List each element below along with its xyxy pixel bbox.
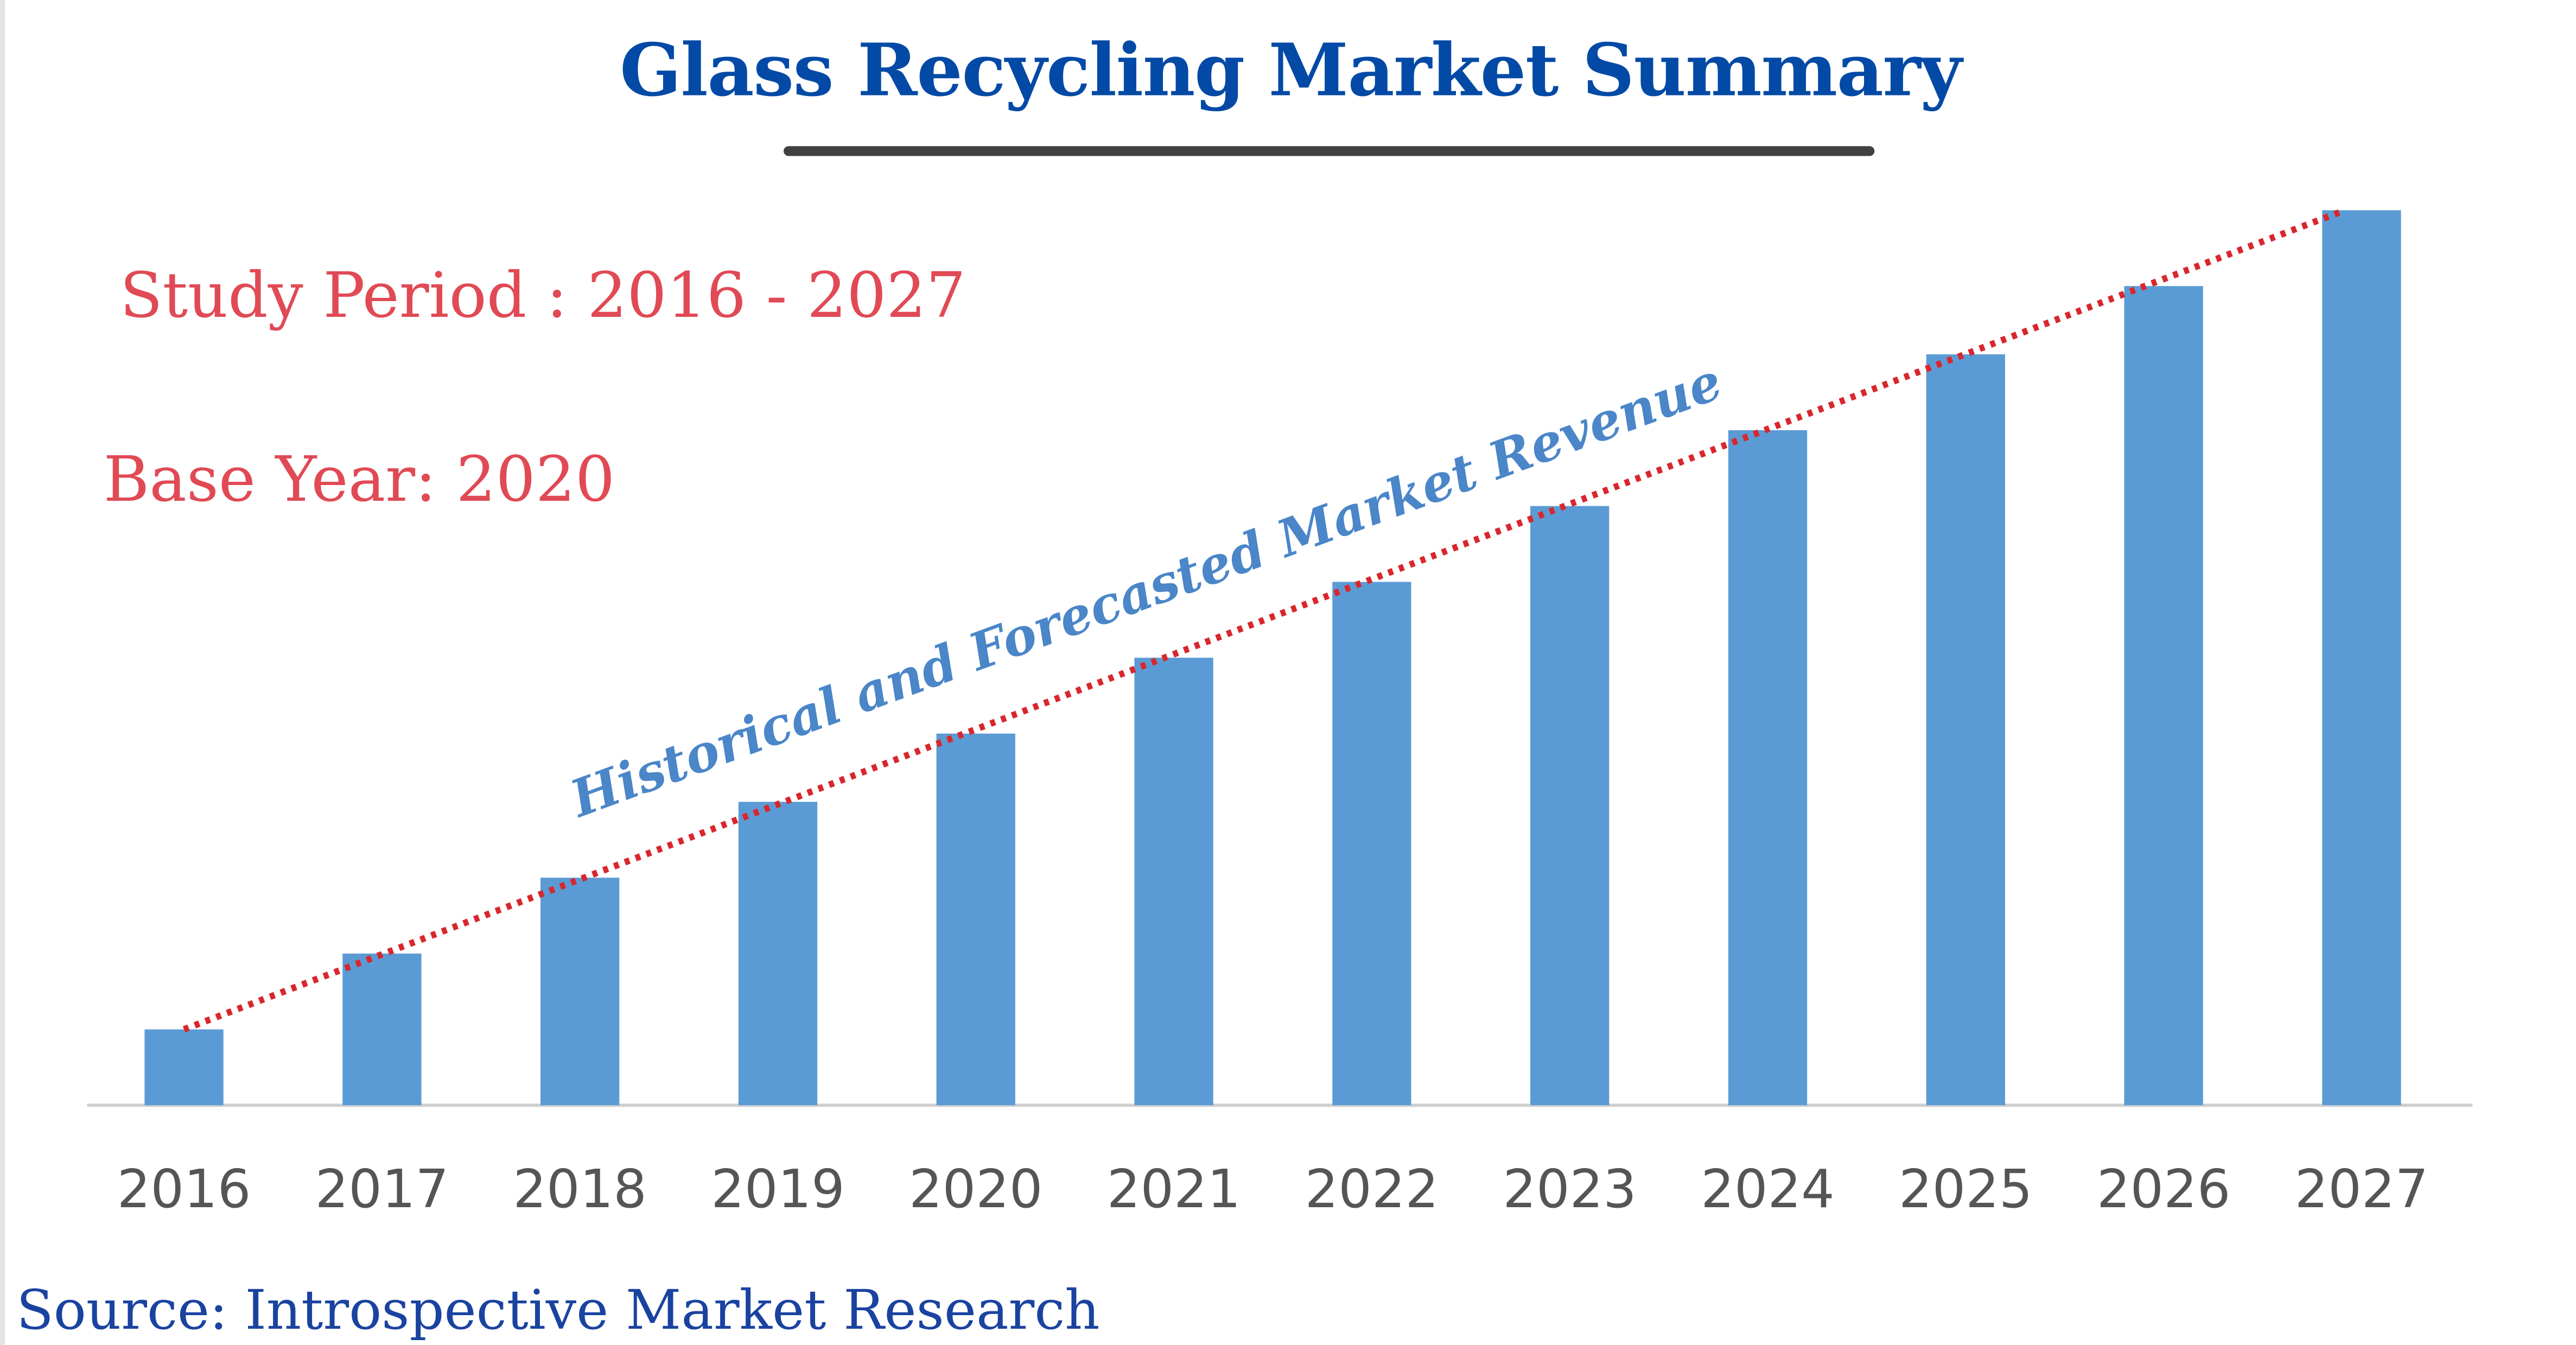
x-tick-label: 2023 — [1503, 1158, 1637, 1220]
x-tick-label: 2017 — [315, 1158, 449, 1220]
x-tick-label: 2024 — [1701, 1158, 1835, 1220]
x-tick-label: 2022 — [1305, 1158, 1439, 1220]
title-underline — [784, 146, 1875, 156]
x-tick-label: 2027 — [2295, 1158, 2429, 1220]
source-text: Source: Introspective Market Research — [16, 1277, 1100, 1342]
bar-2017 — [342, 953, 422, 1106]
bar-2027 — [2322, 210, 2401, 1106]
x-tick-label: 2021 — [1107, 1158, 1241, 1220]
x-tick-label: 2020 — [909, 1158, 1043, 1220]
x-tick-label: 2016 — [117, 1158, 251, 1220]
bar-2023 — [1530, 506, 1610, 1106]
study-period: Study Period : 2016 - 2027 — [120, 259, 966, 332]
bar-2024 — [1728, 430, 1808, 1106]
bar-2022 — [1332, 582, 1411, 1106]
bar-2021 — [1134, 658, 1213, 1106]
x-tick-label: 2019 — [711, 1158, 845, 1220]
x-tick-label: 2026 — [2097, 1158, 2231, 1220]
bar-2019 — [738, 801, 818, 1106]
base-year: Base Year: 2020 — [103, 443, 615, 516]
x-tick-label: 2025 — [1899, 1158, 2033, 1220]
bar-2018 — [540, 877, 620, 1106]
bar-2016 — [144, 1029, 224, 1106]
trend-line — [182, 207, 2346, 1032]
bar-2020 — [936, 734, 1015, 1106]
chart-title: Glass Recycling Market Summary — [620, 29, 1962, 113]
bar-2025 — [1926, 354, 2005, 1106]
bar-chart: 2016 2017 2018 2019 2020 2021 2022 2023 2024 2025… — [87, 207, 2473, 1220]
bar-2026 — [2124, 286, 2203, 1106]
x-tick-label: 2018 — [513, 1158, 647, 1220]
